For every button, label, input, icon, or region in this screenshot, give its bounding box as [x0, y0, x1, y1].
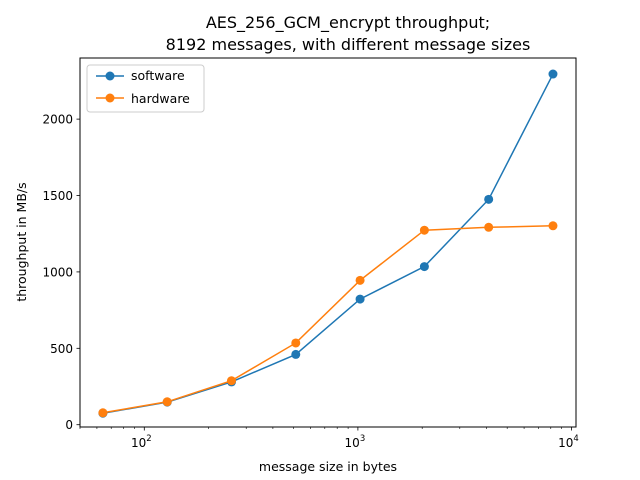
- x-axis-ticks: 102 103 104: [79, 427, 579, 450]
- chart-title-line-1: AES_256_GCM_encrypt throughput;: [206, 13, 490, 33]
- data-point-hardware: [419, 225, 429, 235]
- x-tick-label: 102: [131, 434, 152, 450]
- data-point-hardware: [355, 275, 365, 285]
- data-point-hardware: [484, 222, 494, 232]
- legend-label-hardware: hardware: [131, 91, 190, 106]
- data-point-hardware: [98, 408, 108, 418]
- y-axis-label: throughput in MB/s: [14, 182, 29, 301]
- y-tick-label: 2000: [42, 113, 73, 127]
- y-tick-label: 500: [50, 342, 73, 356]
- data-point-software: [355, 294, 365, 304]
- data-point-hardware: [226, 376, 236, 386]
- chart-title-line-2: 8192 messages, with different message si…: [166, 35, 531, 54]
- data-point-hardware: [548, 221, 558, 231]
- legend-hardware-marker: [105, 93, 115, 103]
- series-line-hardware: [102, 225, 553, 414]
- data-point-software: [419, 262, 429, 272]
- legend-software-marker: [105, 71, 115, 81]
- plot-area: [80, 58, 576, 427]
- data-point-software: [548, 69, 558, 79]
- legend-label-software: software: [131, 68, 185, 83]
- series-layer: [98, 69, 558, 418]
- data-point-hardware: [162, 397, 172, 407]
- legend: software hardware: [86, 64, 205, 113]
- y-axis-ticks: 0 500 1000 1500 2000: [42, 113, 80, 432]
- data-point-software: [484, 194, 494, 204]
- x-axis-label: message size in bytes: [259, 459, 397, 474]
- y-tick-label: 1500: [42, 189, 73, 203]
- y-tick-label: 1000: [42, 265, 73, 279]
- x-tick-label: 103: [345, 434, 366, 450]
- plot-frame: [79, 57, 577, 428]
- x-tick-label: 104: [558, 434, 579, 450]
- y-tick-label: 0: [65, 418, 73, 432]
- data-point-software: [291, 349, 301, 359]
- data-point-hardware: [291, 338, 301, 348]
